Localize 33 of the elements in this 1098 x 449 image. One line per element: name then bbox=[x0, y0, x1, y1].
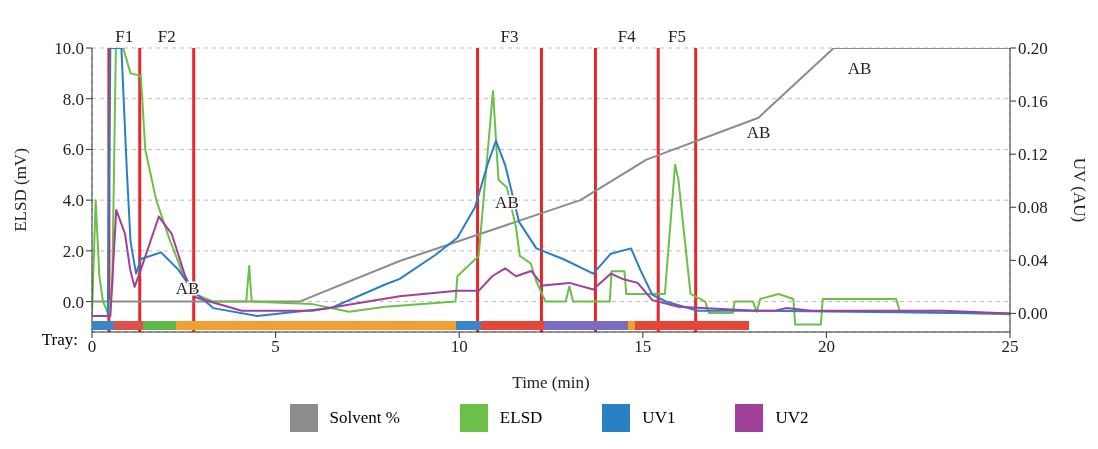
y2-axis-title: UV (AU) bbox=[1069, 157, 1089, 223]
ref-line-label: F4 bbox=[617, 27, 637, 46]
y2-tick-label: 0.20 bbox=[1018, 39, 1048, 59]
annotation: AB bbox=[847, 59, 872, 79]
y-tick-label: 10.0 bbox=[54, 39, 84, 59]
y2-tick-label: 0.00 bbox=[1018, 304, 1048, 324]
y-axis-title: ELSD (mV) bbox=[11, 148, 31, 232]
y-tick-label: 0.0 bbox=[62, 292, 84, 312]
x-tick-label: 5 bbox=[271, 337, 280, 357]
x-axis-title: Time (min) bbox=[512, 373, 590, 392]
y2-tick-label: 0.04 bbox=[1018, 251, 1049, 271]
ref-line-label: F5 bbox=[667, 27, 686, 46]
x-tick-label: 0 bbox=[87, 337, 97, 357]
ref-line-label: F3 bbox=[500, 27, 519, 46]
y-tick-label: 6.0 bbox=[62, 140, 84, 160]
x-tick-label: 20 bbox=[817, 337, 835, 357]
y-tick-label: 8.0 bbox=[62, 89, 84, 109]
legend-label: Solvent % bbox=[329, 408, 400, 428]
legend-label: UV2 bbox=[775, 408, 809, 428]
ref-line-label: F1 bbox=[115, 27, 134, 46]
y-tick-label: 4.0 bbox=[62, 191, 84, 211]
y2-tick-label: 0.16 bbox=[1018, 92, 1048, 112]
ref-line-label: F2 bbox=[157, 27, 176, 46]
x-tick-label: 10 bbox=[450, 337, 468, 357]
y2-tick-label: 0.08 bbox=[1018, 198, 1048, 218]
text: Tray: bbox=[41, 330, 78, 350]
x-tick-label: 15 bbox=[634, 337, 652, 357]
x-tick-label: 25 bbox=[1001, 337, 1019, 357]
annotation: AB bbox=[746, 122, 771, 142]
y2-tick-label: 0.12 bbox=[1018, 145, 1048, 165]
legend-label: ELSD bbox=[499, 408, 543, 428]
y-tick-label: 2.0 bbox=[62, 241, 84, 261]
legend-label: UV1 bbox=[642, 408, 676, 428]
